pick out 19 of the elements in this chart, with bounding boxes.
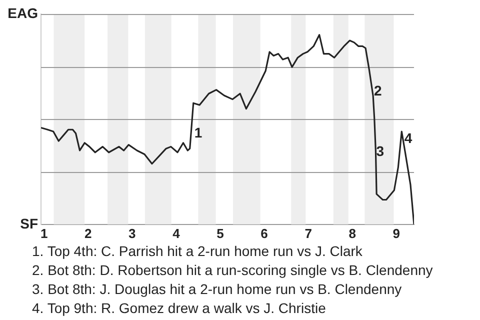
x-tick-label: 2 (84, 226, 92, 241)
x-tick-label: 3 (128, 226, 136, 241)
x-tick-label: 7 (304, 226, 312, 241)
text: 3. Bot 8th: J. Douglas hit a 2-run home run vs B. Clendenny (32, 280, 403, 299)
annotation: 3 (376, 143, 384, 160)
text: 4. Top 9th: R. Gomez drew a walk vs J. Christie (32, 299, 327, 318)
text: EAG (8, 4, 38, 21)
x-tick-label: 9 (392, 226, 400, 241)
annotation: 2 (374, 82, 382, 99)
x-tick-label: 8 (348, 226, 356, 241)
annotation: 1 (194, 124, 202, 140)
x-tick-label: 4 (172, 226, 181, 241)
text: 1. Top 4th: C. Parrish hit a 2-run home run vs J. Clark (32, 242, 364, 261)
text: SF (20, 215, 38, 232)
x-tick-label: 5 (216, 226, 224, 241)
annotation: 4 (404, 130, 412, 146)
x-tick-label: 1 (40, 226, 48, 241)
text: 2. Bot 8th: D. Robertson hit a run-scoring single vs B. Clendenny (32, 261, 433, 280)
x-tick-label: 6 (260, 226, 268, 241)
